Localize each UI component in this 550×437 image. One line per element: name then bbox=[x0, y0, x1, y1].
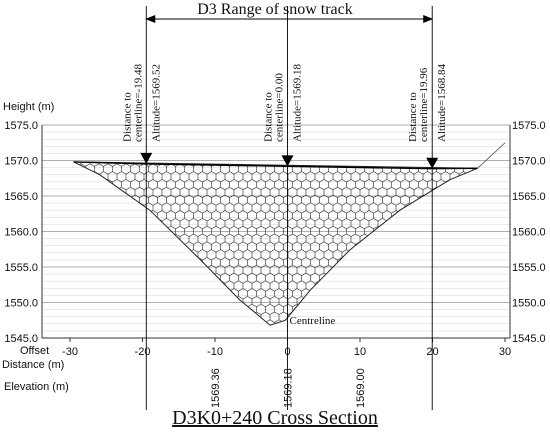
y-tick-label: 1555.0 bbox=[4, 262, 38, 274]
marker-label: Distance to bbox=[263, 92, 275, 142]
y2-tick-label: 1555.0 bbox=[512, 262, 546, 274]
annotation: Centreline bbox=[290, 315, 336, 327]
range-label: D3 Range of snow track bbox=[197, 1, 353, 18]
y-tick-label: 1575.0 bbox=[4, 120, 38, 132]
y-tick-label: 1570.0 bbox=[4, 156, 38, 168]
y2-tick-label: 1570.0 bbox=[512, 156, 546, 168]
marker-label: Altitude=1569.52 bbox=[150, 64, 162, 142]
elevation-value: 1569.36 bbox=[210, 368, 222, 408]
ground-slope bbox=[477, 142, 506, 169]
x-tick-label: -20 bbox=[135, 346, 151, 358]
marker-label: centerline=19.96 bbox=[418, 67, 430, 142]
x-tick-label: -30 bbox=[62, 346, 78, 358]
x-tick-label: -10 bbox=[207, 346, 223, 358]
x-tick-label: 10 bbox=[354, 346, 366, 358]
y-axis-label: Height (m) bbox=[3, 101, 54, 113]
y-tick-label: 1560.0 bbox=[4, 227, 38, 239]
marker-label: centerline=-19.48 bbox=[132, 64, 144, 142]
marker-label: Altitude=1568.84 bbox=[436, 63, 448, 142]
marker-label: Altitude=1569.18 bbox=[292, 63, 304, 142]
y2-tick-label: 1565.0 bbox=[512, 191, 546, 203]
chart-title: D3K0+240 Cross Section bbox=[172, 407, 378, 429]
marker-label: centerline=0.00 bbox=[274, 73, 286, 142]
x-axis-label: Distance (m) bbox=[2, 359, 64, 371]
y2-tick-label: 1545.0 bbox=[512, 333, 546, 345]
y2-tick-label: 1550.0 bbox=[512, 298, 546, 310]
marker-label: Distance to bbox=[407, 92, 419, 142]
elevation-value: 1569.00 bbox=[355, 368, 367, 408]
y-tick-label: 1550.0 bbox=[4, 298, 38, 310]
marker bbox=[426, 157, 439, 169]
marker bbox=[140, 152, 153, 164]
marker bbox=[281, 155, 294, 167]
x-tick-label: 30 bbox=[499, 346, 511, 358]
x-axis-label: Offset bbox=[20, 345, 49, 357]
y-tick-label: 1565.0 bbox=[4, 191, 38, 203]
marker-label: Distance to bbox=[121, 92, 133, 142]
elevation-value: 1569.18 bbox=[283, 368, 295, 408]
y2-tick-label: 1575.0 bbox=[512, 120, 546, 132]
y2-tick-label: 1560.0 bbox=[512, 227, 546, 239]
y-tick-label: 1545.0 bbox=[4, 333, 38, 345]
snow-bed bbox=[73, 161, 478, 326]
elevation-label: Elevation (m) bbox=[4, 381, 69, 393]
